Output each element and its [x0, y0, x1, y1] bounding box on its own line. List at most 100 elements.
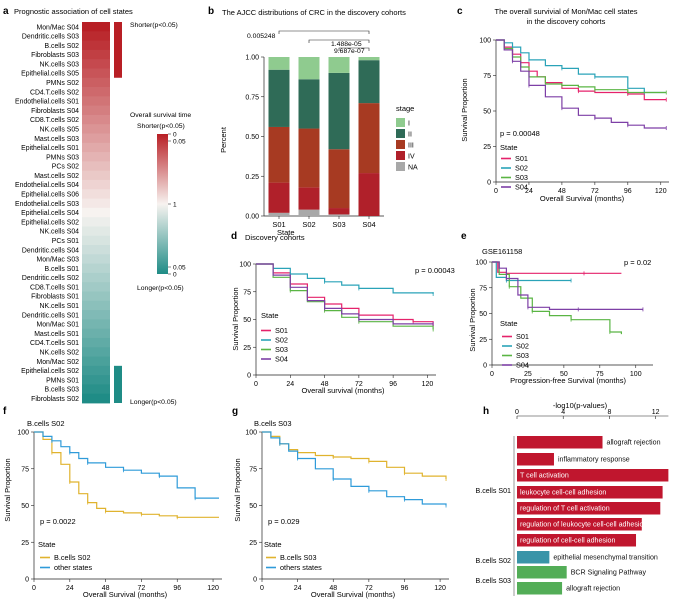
bar-segment-IV-S02: [298, 187, 320, 210]
heatmap-cell: [82, 328, 110, 339]
row-label: Dendritic.cells S04: [22, 247, 79, 254]
x-tick-label: 48: [102, 585, 110, 592]
legend-label: other states: [54, 563, 92, 572]
row-label: PMNs S02: [46, 80, 79, 87]
bar-segment-NA-S02: [298, 209, 320, 216]
bar-segment-II-S04: [358, 60, 380, 104]
panel-d-title: Discovery cohorts: [245, 233, 305, 242]
row-label: PCs S01: [52, 238, 79, 245]
legend-longer: Longer(p<0.05): [137, 285, 184, 292]
bar-segment-III-S04: [358, 103, 380, 174]
heatmap-cell: [82, 235, 110, 246]
heatmap-cell: [82, 384, 110, 395]
bar-regulation-of-cell-cell-adhesion: [517, 534, 637, 547]
bar-inflammatory-response: [517, 453, 554, 466]
legend-label: S04: [275, 355, 288, 364]
legend-title: State: [261, 311, 279, 320]
y-tick-label: 75: [483, 73, 491, 80]
colorbar-tick-label: 0: [173, 132, 177, 139]
panel-h: h -log10(p-values) 0 4 8 12 allograft reject…: [476, 401, 669, 596]
x-tick-label: 24: [66, 585, 74, 592]
heatmap-cell: [82, 393, 110, 404]
x-tick-label: 25: [524, 371, 532, 378]
row-label: Fibroblasts S02: [31, 396, 79, 403]
y-tick-label: 75: [249, 466, 257, 473]
bar-allograft-rejection: [517, 436, 603, 449]
survival-curve-s03: [496, 39, 667, 94]
y-tick-label: 50: [249, 503, 257, 510]
legend-swatch-II: [396, 129, 405, 138]
heatmap-cell: [82, 198, 110, 209]
heatmap-cell: [82, 142, 110, 153]
heatmap-cell: [82, 263, 110, 274]
legend-label: S03: [275, 345, 288, 354]
row-label: Epithelial.cells S05: [21, 71, 79, 78]
survival-curve-s02: [496, 39, 667, 94]
bar-label: regulation of T cell activation: [520, 505, 610, 513]
pvalue-1: 0.005248: [247, 33, 276, 40]
row-label: CD8.T.cells S01: [30, 284, 79, 291]
heatmap-cell: [82, 114, 110, 125]
row-label: Mast.cells S01: [34, 331, 79, 338]
panel-d: d Discovery cohorts 0 25 50 75 100 0 24 48 72 96 1…: [231, 231, 455, 395]
legend-label: others states: [280, 563, 322, 572]
bar-segment-III-S02: [298, 128, 320, 188]
stacked-bar-chart: 0.00 0.25 0.50 0.75 1.00 S01 S02 S03 S04: [245, 30, 384, 229]
y-tick-label: 50: [483, 109, 491, 116]
survival-curve-s04: [492, 261, 643, 310]
bar-bcr-signaling-pathway: [517, 566, 567, 579]
bar-t-cell-activation: [517, 469, 669, 482]
legend-label: I: [408, 121, 410, 128]
bar-segment-I-S04: [358, 57, 380, 61]
x-tick-label: 120: [207, 585, 219, 592]
x-axis-label: Progression-free Survival (months): [510, 376, 626, 385]
colorbar-tick-label: 1: [173, 202, 177, 209]
pvalue: p = 0.02: [624, 258, 651, 267]
panel-e: e GSE161158 0 25 50 75 100 0 25 50 75 100 p = 0.0…: [461, 231, 653, 385]
bar-label: inflammatory response: [558, 456, 630, 464]
colorbar: [157, 134, 168, 274]
legend-title: State: [264, 540, 282, 549]
x-axis-label: Overall Survival (months): [311, 590, 396, 599]
y-tick-label: 100: [479, 38, 491, 45]
legend-label: NA: [408, 165, 418, 172]
panel-g-letter: g: [232, 406, 238, 417]
row-label: Mast.cells S03: [34, 136, 79, 143]
x-tick-label: 0: [260, 585, 264, 592]
row-label: Epithelial.cells S06: [21, 192, 79, 199]
bar-leukocyte-cell-cell-adhesion: [517, 486, 663, 499]
row-label: Mon/Mac S01: [36, 322, 79, 329]
panel-e-letter: e: [461, 231, 467, 242]
bar-segment-II-S02: [298, 79, 320, 129]
bar-segment-NA-S01: [268, 212, 290, 216]
panel-a-letter: a: [3, 6, 9, 17]
colorbar-tick-label: 0: [173, 272, 177, 279]
x-tick-label: S04: [362, 220, 375, 229]
panel-e-title: GSE161158: [482, 247, 522, 256]
y-tick-label: 100: [475, 260, 487, 267]
group-label: B.cells S03: [476, 577, 512, 585]
pvalue: p = 0.029: [268, 517, 300, 526]
x-tick-label: 100: [630, 371, 642, 378]
panel-f-title: B.cells S02: [27, 419, 65, 428]
heatmap-cell: [82, 124, 110, 134]
bar-segment-II-S01: [268, 69, 290, 127]
y-tick-label: 50: [243, 317, 251, 324]
pvalue: p = 0.0022: [40, 517, 76, 526]
bar-label: epithelial mesenchymal transition: [553, 554, 658, 562]
y-tick-label: 75: [243, 289, 251, 296]
legend-swatch-III: [396, 140, 405, 149]
bar-segment-IV-S01: [268, 182, 290, 213]
row-label: PMNs S01: [46, 377, 79, 384]
heatmap-cell: [82, 87, 110, 97]
bar-label: BCR Signaling Pathway: [571, 569, 647, 577]
bar-regulation-of-t-cell-activation: [517, 502, 661, 515]
panel-f-letter: f: [3, 406, 7, 417]
panel-a-title: Prognostic association of cell states: [14, 7, 133, 16]
pvalue-2: 1.488e-05: [331, 41, 362, 48]
legend-label: III: [408, 143, 414, 150]
bar-label: leukocyte cell-cell adhesion: [520, 489, 606, 497]
